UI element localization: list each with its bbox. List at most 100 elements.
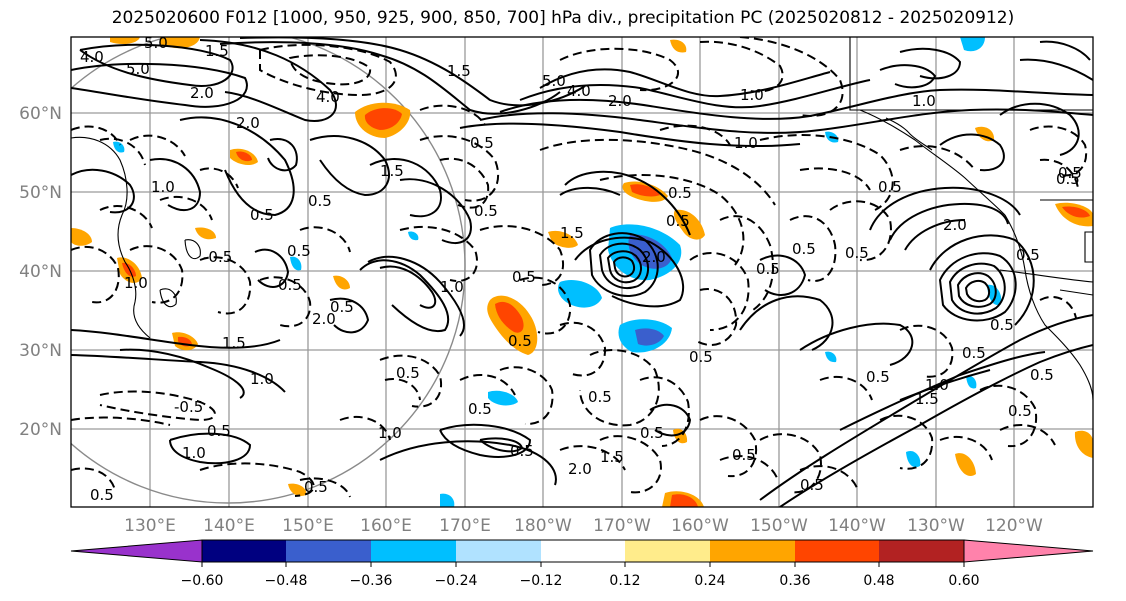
shade-positive <box>333 275 350 290</box>
contour-label: 0.5 <box>1030 366 1054 384</box>
shade-strong-positive <box>364 108 402 130</box>
contour-label: 1.5 <box>447 62 471 80</box>
colorbar-tick-label: −0.24 <box>435 573 478 589</box>
contour-label: 0.5 <box>474 202 498 220</box>
colorbar-tick-label: 0.48 <box>863 573 894 589</box>
lon-label: 160°E <box>360 516 412 536</box>
lon-label: 160°W <box>671 516 729 536</box>
contour-label: 1.0 <box>734 134 758 152</box>
shade-positive <box>1074 430 1093 458</box>
contour-label: 0.5 <box>845 244 869 262</box>
colorbar-extend-max <box>963 539 1094 563</box>
contour-label: 0.5 <box>508 332 532 350</box>
contour-label: 0.5 <box>990 316 1014 334</box>
shade-positive <box>548 230 578 248</box>
contour-label: 1.0 <box>250 370 274 388</box>
contour-label: 0.5 <box>308 192 332 210</box>
coastlines <box>71 37 1093 401</box>
colorbar-segment <box>202 540 286 562</box>
contour-label: 1.0 <box>151 178 175 196</box>
shade-negative <box>960 37 985 52</box>
contour-label: 5.0 <box>542 72 566 90</box>
contour-label: 0.5 <box>470 134 494 152</box>
shade-negative <box>966 375 977 389</box>
contour-label: 4.0 <box>80 48 104 66</box>
colorbar-tick-label: 0.24 <box>694 573 725 589</box>
contour-labels: 4.0 5.0 5.0 2.0 1.5 4.0 5.0 4.0 2.0 1.0 … <box>80 34 1082 504</box>
contour-label: 4.0 <box>316 88 340 106</box>
shade-strong-positive <box>670 494 698 507</box>
colorbar-tick-label: 0.60 <box>948 573 979 589</box>
contour-label: 0.5 <box>668 184 692 202</box>
colorbar-extend-min <box>70 539 203 563</box>
contour-label: 0.5 <box>512 268 536 286</box>
contour-label: 2.0 <box>568 460 592 478</box>
contour-label: 1.0 <box>740 86 764 104</box>
lon-label: 180°W <box>514 516 572 536</box>
shade-positive <box>670 39 687 53</box>
contour-label: -0.5 <box>174 398 203 416</box>
contour-label: 0.5 <box>250 206 274 224</box>
shade-negative <box>987 284 1002 306</box>
shade-negative <box>825 351 837 363</box>
colorbar-segment <box>625 540 710 562</box>
contour-label: 0.5 <box>287 242 311 260</box>
contour-label: 1.5 <box>222 334 246 352</box>
shade-strong-negative <box>635 328 664 346</box>
shade-positive <box>71 228 92 246</box>
contour-label: 0.5 <box>666 212 690 230</box>
lon-label: 170°W <box>593 516 651 536</box>
shade-negative <box>408 231 419 241</box>
contour-label: 2.0 <box>236 114 260 132</box>
lat-label: 30°N <box>19 341 62 361</box>
colorbar-tick-label: −0.48 <box>265 573 308 589</box>
contour-label: 0.5 <box>468 400 492 418</box>
colorbar: −0.60 −0.48 −0.36 −0.24 −0.12 0.12 0.24 … <box>70 539 1094 589</box>
contour-label: 0.5 <box>689 348 713 366</box>
lat-label: 20°N <box>19 420 62 440</box>
colorbar-segment <box>286 540 371 562</box>
map-frame <box>70 36 1094 508</box>
contour-label: 0.5 <box>800 476 824 494</box>
contour-label: 0.5 <box>756 260 780 278</box>
contour-label: 1.0 <box>440 278 464 296</box>
contour-label: 2.0 <box>312 310 336 328</box>
contour-label: 0.5 <box>510 442 534 460</box>
contour-label: 1.5 <box>600 448 624 466</box>
contour-label: 0.5 <box>640 424 664 442</box>
lon-label: 140°E <box>203 516 255 536</box>
colorbar-segment <box>456 540 541 562</box>
contour-label: 1.0 <box>124 274 148 292</box>
colorbar-tick-label: 0.36 <box>779 573 810 589</box>
contour-label: 4.0 <box>567 82 591 100</box>
contour-label: 0.5 <box>878 178 902 196</box>
colorbar-tick-label: −0.36 <box>350 573 393 589</box>
latitude-labels: 60°N 50°N 40°N 30°N 20°N <box>19 104 62 440</box>
shade-strong-positive <box>236 151 252 162</box>
contours-positive <box>71 37 1093 507</box>
contour-label: 5.0 <box>126 60 150 78</box>
lat-label: 50°N <box>19 183 62 203</box>
shade-positive <box>195 227 216 240</box>
contour-label: 0.5 <box>330 298 354 316</box>
contour-label: 0.5 <box>732 446 756 464</box>
shade-strong-positive <box>1062 206 1090 218</box>
lon-label: 130°W <box>907 516 965 536</box>
lon-label: 140°W <box>828 516 886 536</box>
shade-strong-positive <box>122 262 136 277</box>
contour-label: 1.0 <box>378 424 402 442</box>
range-ring <box>71 37 466 504</box>
chart-title: 2025020600 F012 [1000, 950, 925, 900, 85… <box>111 8 1015 28</box>
contour-label: 0.5 <box>1056 170 1080 188</box>
lon-label: 150°E <box>282 516 334 536</box>
contour-label: 2.0 <box>608 92 632 110</box>
colorbar-tick-label: −0.60 <box>181 573 224 589</box>
colorbar-segment <box>879 540 964 562</box>
shade-positive <box>110 37 140 45</box>
contour-label: 1.5 <box>205 42 229 60</box>
precipitation-shading <box>71 37 1093 507</box>
lon-label: 130°E <box>124 516 176 536</box>
shade-negative <box>488 390 518 406</box>
contour-label: 0.5 <box>396 364 420 382</box>
shade-negative <box>113 141 125 153</box>
